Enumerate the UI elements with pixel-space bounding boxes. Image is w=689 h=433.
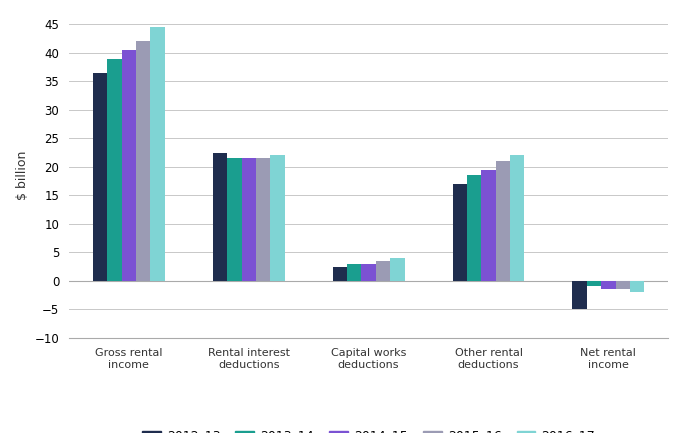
- Bar: [333, 267, 347, 281]
- Bar: [376, 261, 390, 281]
- Bar: [347, 264, 362, 281]
- Bar: [213, 152, 227, 281]
- Bar: [453, 184, 467, 281]
- Bar: [630, 281, 644, 292]
- Bar: [150, 27, 165, 281]
- Bar: [601, 281, 615, 289]
- Y-axis label: $ billion: $ billion: [16, 151, 29, 200]
- Bar: [482, 170, 495, 281]
- Bar: [256, 158, 270, 281]
- Bar: [93, 73, 107, 281]
- Bar: [136, 42, 150, 281]
- Bar: [242, 158, 256, 281]
- Bar: [270, 155, 285, 281]
- Bar: [390, 258, 404, 281]
- Bar: [122, 50, 136, 281]
- Bar: [495, 161, 510, 281]
- Legend: 2012–13, 2013–14, 2014–15, 2015–16, 2016–17: 2012–13, 2013–14, 2014–15, 2015–16, 2016…: [137, 425, 600, 433]
- Bar: [107, 58, 122, 281]
- Bar: [227, 158, 242, 281]
- Bar: [587, 281, 601, 287]
- Bar: [615, 281, 630, 289]
- Bar: [362, 264, 376, 281]
- Bar: [510, 155, 524, 281]
- Bar: [573, 281, 587, 309]
- Bar: [467, 175, 482, 281]
